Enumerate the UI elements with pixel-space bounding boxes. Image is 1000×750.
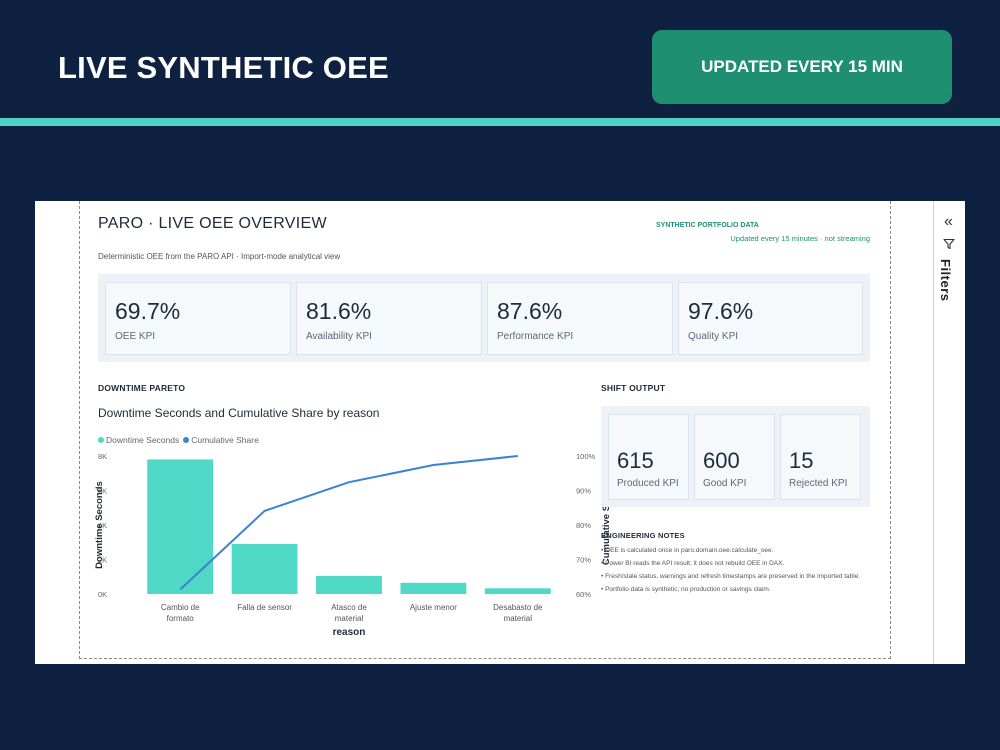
kpi-band: 69.7% OEE KPI 81.6% Availability KPI 87.… <box>98 274 870 362</box>
bar[interactable] <box>400 582 467 594</box>
note-item: • Power BI reads the API result; it does… <box>601 560 785 567</box>
kpi-label: Quality KPI <box>688 331 739 342</box>
kpi-value: 87.6% <box>497 298 563 324</box>
y2-tick-label: 70% <box>576 556 591 565</box>
bar[interactable] <box>147 459 214 594</box>
shift-value: 15 <box>789 448 814 473</box>
note-item: • OEE is calculated once in paro.domain.… <box>601 547 774 554</box>
x-tick-label: material <box>335 614 364 623</box>
y2-tick-label: 100% <box>576 452 596 461</box>
x-tick-label: Ajuste menor <box>410 603 457 612</box>
y-axis-title: Downtime Seconds <box>94 481 105 569</box>
kpi-card-quality[interactable]: 97.6% Quality KPI <box>678 282 863 355</box>
y2-tick-label: 90% <box>576 487 591 496</box>
legend-item-cumulative[interactable]: Cumulative Share <box>191 435 259 445</box>
y-tick-label: 4K <box>98 521 107 530</box>
shift-card-good[interactable]: 600 Good KPI <box>694 414 775 500</box>
chart-title: Downtime Seconds and Cumulative Share by… <box>98 406 380 420</box>
x-tick-label: formato <box>167 614 195 623</box>
shift-label: Good KPI <box>703 478 747 489</box>
kpi-label: OEE KPI <box>115 331 156 342</box>
report-frame: PARO · LIVE OEE OVERVIEW Deterministic O… <box>35 201 965 664</box>
kpi-card-availability[interactable]: 81.6% Availability KPI <box>296 282 482 355</box>
y-tick-label: 6K <box>98 487 107 496</box>
note-item: • Portfolio data is synthetic; no produc… <box>601 586 771 593</box>
filters-pane: « Filters <box>933 201 965 664</box>
update-badge: UPDATED EVERY 15 MIN <box>652 30 952 104</box>
bar[interactable] <box>316 575 382 594</box>
x-axis-title: reason <box>333 627 366 638</box>
downtime-section-label: DOWNTIME PARETO <box>98 383 186 393</box>
x-tick-label: Falla de sensor <box>237 603 292 612</box>
kpi-card-oee[interactable]: 69.7% OEE KPI <box>105 282 291 355</box>
x-tick-label: material <box>504 614 533 623</box>
shift-value: 600 <box>703 448 740 473</box>
bar[interactable] <box>231 543 298 594</box>
shift-label: Produced KPI <box>617 478 679 489</box>
x-tick-label: Cambio de <box>161 603 200 612</box>
bar[interactable] <box>484 588 551 594</box>
synthetic-data-label: SYNTHETIC PORTFOLIO DATA <box>656 222 759 229</box>
shift-value: 615 <box>617 448 654 473</box>
y-tick-label: 8K <box>98 452 107 461</box>
x-tick-label: Atasco de <box>331 603 367 612</box>
legend-swatch-downtime <box>98 437 104 443</box>
x-tick-label: Desabasto de <box>493 603 543 612</box>
cumulative-share-line <box>179 455 518 591</box>
report-subtitle: Deterministic OEE from the PARO API · Im… <box>98 252 341 261</box>
shift-section-label: SHIFT OUTPUT <box>601 383 666 393</box>
funnel-icon <box>943 238 955 250</box>
y2-tick-label: 80% <box>576 521 591 530</box>
y-tick-label: 0K <box>98 590 107 599</box>
shift-card-produced[interactable]: 615 Produced KPI <box>608 414 689 500</box>
chevron-double-left-icon[interactable]: « <box>944 213 953 230</box>
slide-title: LIVE SYNTHETIC OEE <box>58 50 389 85</box>
legend-swatch-cumulative <box>183 437 190 443</box>
shift-label: Rejected KPI <box>789 478 848 489</box>
kpi-label: Availability KPI <box>306 331 372 342</box>
refresh-status-label: Updated every 15 minutes · not streaming <box>730 234 870 243</box>
engineering-notes-list: • OEE is calculated once in paro.domain.… <box>601 544 871 596</box>
note-item: • Fresh/stale status, warnings and refre… <box>601 573 861 580</box>
report-canvas-border <box>79 201 891 659</box>
accent-rule <box>0 118 1000 126</box>
chart-legend: Downtime Seconds Cumulative Share <box>98 435 259 445</box>
report-title: PARO · LIVE OEE OVERVIEW <box>98 215 327 232</box>
filters-label[interactable]: Filters <box>938 259 953 302</box>
kpi-label: Performance KPI <box>497 331 574 342</box>
shift-card-rejected[interactable]: 15 Rejected KPI <box>780 414 861 500</box>
legend-item-downtime[interactable]: Downtime Seconds <box>106 435 180 445</box>
y2-tick-label: 60% <box>576 590 591 599</box>
y-tick-label: 2K <box>98 556 107 565</box>
y2-axis-title: Cumulative Share <box>601 485 612 565</box>
pareto-chart[interactable]: 0K 2K 4K 6K 8K 60% 70% 80% 90% 100% Cambio de forma… <box>90 443 650 653</box>
kpi-value: 81.6% <box>306 298 372 324</box>
kpi-value: 69.7% <box>115 298 181 324</box>
shift-band: 615 Produced KPI 600 Good KPI 15 Rejecte… <box>601 406 870 507</box>
kpi-card-performance[interactable]: 87.6% Performance KPI <box>487 282 673 355</box>
engineering-notes-title: ENGINEERING NOTES <box>601 531 685 540</box>
kpi-value: 97.6% <box>688 298 754 324</box>
